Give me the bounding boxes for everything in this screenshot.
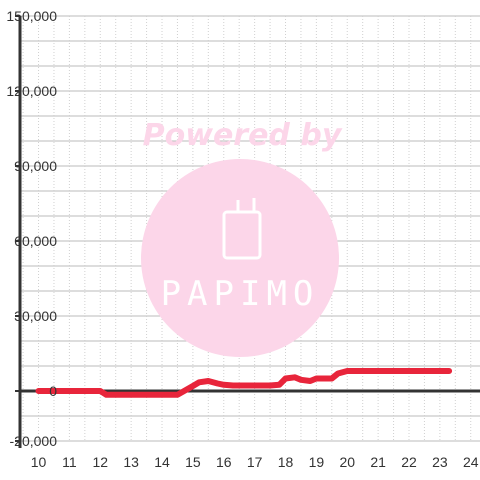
x-tick-label: 17 [247, 454, 263, 470]
series [35, 368, 453, 398]
x-tick-label: 20 [339, 454, 355, 470]
x-tick-label: 15 [185, 454, 201, 470]
y-tick-label: -20,000 [10, 433, 58, 449]
watermark-brand-text: PAPIMO [161, 274, 320, 314]
x-tick-label: 16 [216, 454, 232, 470]
y-tick-label: 0 [49, 383, 57, 399]
x-tick-label: 24 [463, 454, 479, 470]
x-tick-label: 11 [62, 454, 77, 470]
watermark-powered-text: Powered by [143, 118, 343, 153]
x-tick-label: 13 [123, 454, 139, 470]
watermark: Powered by PAPIMO [141, 118, 343, 357]
x-tick-label: 14 [154, 454, 170, 470]
x-tick-label: 18 [278, 454, 294, 470]
x-tick-labels: 10 11 12 13 14 15 16 17 18 19 20 21 22 23 24 [31, 454, 479, 470]
y-tick-label: 120,000 [6, 83, 57, 99]
x-tick-label: 21 [370, 454, 386, 470]
x-tick-label: 19 [309, 454, 325, 470]
x-tick-label: 22 [401, 454, 417, 470]
y-tick-labels: -20,000 0 30,000 60,000 90,000 120,000 150,000 [6, 8, 57, 449]
y-tick-label: 90,000 [14, 158, 57, 174]
y-tick-label: 30,000 [14, 308, 57, 324]
phone-icon [222, 198, 262, 260]
x-tick-label: 23 [432, 454, 448, 470]
x-tick-label: 12 [92, 454, 108, 470]
y-tick-label: 60,000 [14, 233, 57, 249]
y-tick-label: 150,000 [6, 8, 57, 24]
series-line [35, 368, 453, 398]
x-tick-label: 10 [31, 454, 47, 470]
